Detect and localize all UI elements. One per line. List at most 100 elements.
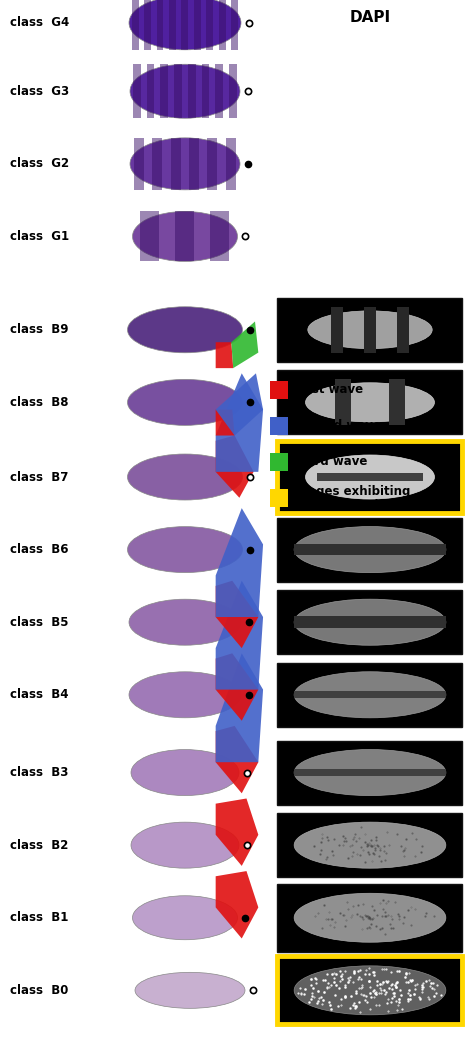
Polygon shape [216, 410, 235, 436]
FancyBboxPatch shape [277, 884, 463, 952]
FancyBboxPatch shape [144, 0, 151, 50]
Ellipse shape [131, 822, 239, 868]
FancyBboxPatch shape [277, 956, 463, 1025]
FancyBboxPatch shape [270, 381, 288, 399]
Ellipse shape [294, 672, 446, 718]
FancyBboxPatch shape [175, 212, 194, 261]
Ellipse shape [128, 527, 243, 572]
Text: class  B3: class B3 [10, 766, 68, 779]
FancyBboxPatch shape [188, 64, 196, 118]
Polygon shape [216, 581, 258, 648]
FancyBboxPatch shape [331, 307, 343, 353]
Text: class  B7: class B7 [10, 471, 68, 483]
FancyBboxPatch shape [182, 0, 188, 50]
Text: class  B5: class B5 [10, 616, 69, 628]
FancyBboxPatch shape [277, 740, 463, 805]
Polygon shape [216, 373, 263, 436]
Ellipse shape [294, 893, 446, 943]
FancyBboxPatch shape [277, 517, 463, 582]
Text: class  B6: class B6 [10, 543, 69, 556]
Polygon shape [216, 436, 254, 498]
Text: class  G4: class G4 [10, 17, 69, 29]
Polygon shape [216, 798, 258, 866]
FancyBboxPatch shape [160, 64, 168, 118]
Text: Stages exhibiting: Stages exhibiting [294, 485, 410, 498]
Text: class  B1: class B1 [10, 912, 68, 924]
FancyBboxPatch shape [152, 138, 163, 190]
Ellipse shape [128, 454, 243, 500]
FancyBboxPatch shape [277, 813, 463, 877]
Ellipse shape [135, 973, 245, 1008]
FancyBboxPatch shape [277, 663, 463, 727]
FancyBboxPatch shape [389, 380, 405, 425]
Ellipse shape [129, 599, 241, 645]
Polygon shape [231, 321, 258, 368]
FancyBboxPatch shape [277, 441, 463, 513]
Polygon shape [216, 581, 263, 690]
Ellipse shape [294, 527, 446, 572]
FancyBboxPatch shape [169, 0, 176, 50]
Text: Second wave: Second wave [294, 419, 381, 432]
FancyBboxPatch shape [133, 64, 141, 118]
FancyBboxPatch shape [270, 488, 288, 507]
Text: class  B9: class B9 [10, 324, 69, 336]
Ellipse shape [294, 965, 446, 1015]
Text: First wave: First wave [294, 384, 363, 396]
FancyBboxPatch shape [231, 0, 238, 50]
Text: class  G1: class G1 [10, 230, 69, 243]
FancyBboxPatch shape [202, 64, 210, 118]
Ellipse shape [128, 307, 243, 353]
FancyBboxPatch shape [134, 138, 144, 190]
FancyBboxPatch shape [335, 380, 351, 425]
FancyBboxPatch shape [216, 64, 223, 118]
Polygon shape [216, 726, 258, 793]
Ellipse shape [294, 822, 446, 868]
Ellipse shape [129, 672, 241, 718]
Ellipse shape [129, 0, 241, 50]
Ellipse shape [308, 311, 432, 348]
Ellipse shape [130, 138, 240, 190]
Text: class  B4: class B4 [10, 689, 69, 701]
Text: class  B8: class B8 [10, 396, 69, 409]
Text: class  G2: class G2 [10, 158, 69, 170]
FancyBboxPatch shape [397, 307, 410, 353]
FancyBboxPatch shape [277, 298, 463, 362]
FancyBboxPatch shape [189, 138, 199, 190]
Text: extensive mitoses: extensive mitoses [294, 499, 414, 512]
Ellipse shape [306, 455, 435, 499]
FancyBboxPatch shape [219, 0, 226, 50]
Text: DAPI: DAPI [349, 10, 391, 26]
FancyBboxPatch shape [294, 769, 446, 776]
Text: class  G3: class G3 [10, 85, 69, 97]
Text: Third wave: Third wave [294, 455, 367, 469]
Polygon shape [216, 508, 263, 617]
FancyBboxPatch shape [226, 138, 236, 190]
FancyBboxPatch shape [364, 307, 376, 353]
FancyBboxPatch shape [270, 417, 288, 435]
FancyBboxPatch shape [277, 370, 463, 435]
FancyBboxPatch shape [174, 64, 182, 118]
Polygon shape [216, 653, 258, 721]
Polygon shape [216, 342, 233, 368]
FancyBboxPatch shape [270, 453, 288, 471]
FancyBboxPatch shape [294, 692, 446, 698]
Ellipse shape [133, 212, 237, 261]
Ellipse shape [294, 750, 446, 795]
FancyBboxPatch shape [277, 590, 463, 654]
Polygon shape [216, 871, 258, 938]
Polygon shape [216, 653, 263, 762]
Text: class  B2: class B2 [10, 839, 68, 851]
Ellipse shape [306, 383, 435, 422]
FancyBboxPatch shape [207, 138, 218, 190]
FancyBboxPatch shape [140, 212, 159, 261]
Polygon shape [216, 373, 263, 472]
FancyBboxPatch shape [317, 473, 423, 481]
Ellipse shape [131, 750, 239, 795]
Ellipse shape [294, 599, 446, 645]
Text: class  B0: class B0 [10, 984, 68, 997]
FancyBboxPatch shape [294, 616, 446, 628]
FancyBboxPatch shape [229, 64, 237, 118]
Ellipse shape [128, 380, 243, 425]
FancyBboxPatch shape [194, 0, 201, 50]
FancyBboxPatch shape [146, 64, 155, 118]
